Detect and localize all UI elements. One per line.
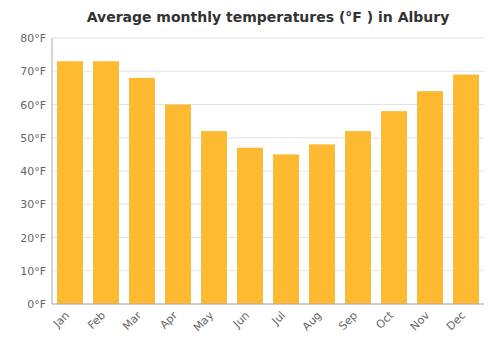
x-axis-line: [52, 304, 484, 305]
x-tick-label: May: [191, 309, 217, 335]
y-tick-label: 50°F: [20, 132, 46, 145]
bar: [165, 105, 191, 305]
bar: [57, 61, 83, 304]
y-tick-label: 80°F: [20, 32, 46, 45]
x-tick-label: Apr: [157, 309, 180, 332]
x-tick-label: Jan: [50, 309, 72, 331]
bar: [237, 148, 263, 304]
bar: [273, 154, 299, 304]
bar: [417, 91, 443, 304]
y-tick-label: 40°F: [20, 165, 46, 178]
bars: [57, 61, 479, 304]
chart-title: Average monthly temperatures (°F ) in Al…: [87, 9, 450, 25]
y-tick-label: 0°F: [27, 298, 46, 311]
grid-line: [52, 304, 484, 305]
bar: [381, 111, 407, 304]
bar: [129, 78, 155, 304]
x-tick-label: Nov: [408, 309, 433, 334]
x-tick-label: Jun: [230, 309, 252, 331]
y-grid: [52, 38, 484, 304]
grid-line: [52, 38, 484, 39]
x-tick-label: Sep: [336, 309, 360, 333]
chart-svg: Average monthly temperatures (°F ) in Al…: [0, 0, 500, 350]
y-tick-label: 60°F: [20, 99, 46, 112]
bar: [201, 131, 227, 304]
x-tick-label: Aug: [300, 309, 324, 333]
y-tick-label: 70°F: [20, 65, 46, 78]
x-tick-label: Dec: [444, 309, 468, 333]
y-axis-line: [52, 38, 53, 304]
bar: [345, 131, 371, 304]
x-tick-label: Oct: [373, 308, 396, 331]
x-tick-label: Mar: [120, 309, 144, 333]
y-tick-label: 10°F: [20, 265, 46, 278]
chart-container: Average monthly temperatures (°F ) in Al…: [0, 0, 500, 350]
bar: [453, 75, 479, 304]
x-tick-label: Jul: [269, 309, 288, 328]
bar: [93, 61, 119, 304]
y-tick-label: 30°F: [20, 198, 46, 211]
y-tick-label: 20°F: [20, 232, 46, 245]
bar: [309, 144, 335, 304]
x-tick-label: Feb: [85, 309, 108, 332]
